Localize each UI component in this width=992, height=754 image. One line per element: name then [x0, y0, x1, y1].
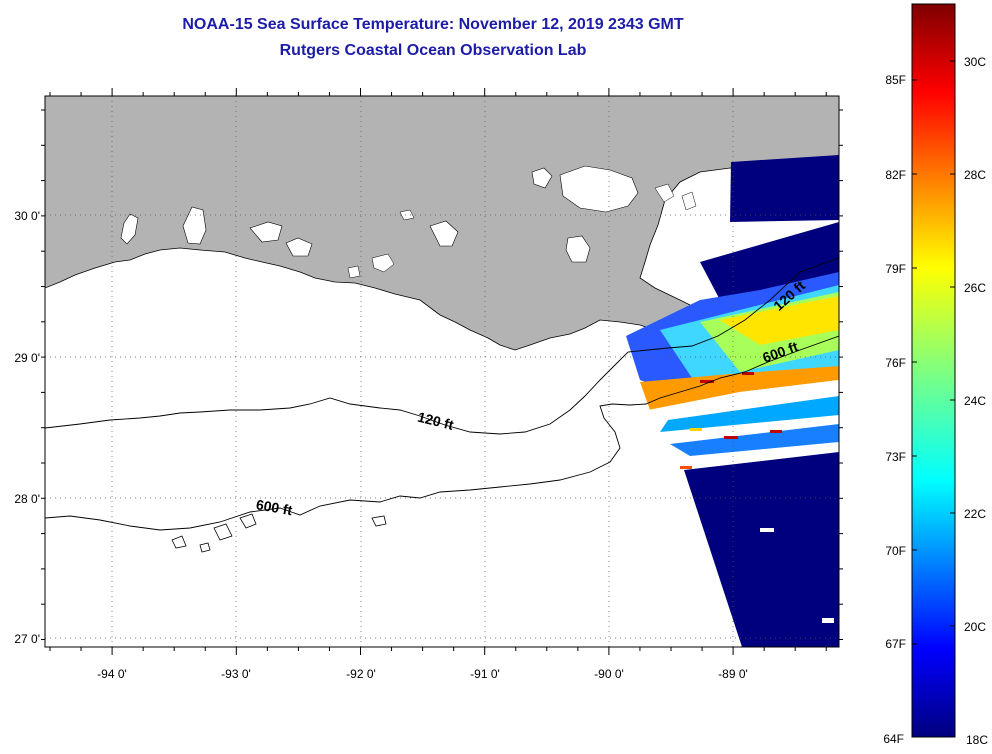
colorbar-f-label: 64F: [883, 732, 904, 746]
colorbar-f-label: 82F: [885, 168, 906, 182]
colorbar: [911, 3, 956, 738]
lat-label: 28 0': [14, 492, 40, 506]
map-subtitle: Rutgers Coastal Ocean Observation Lab: [279, 42, 587, 59]
lake-small-5: [681, 191, 697, 211]
lake-small-3: [347, 265, 361, 279]
contour-120ft-line: [45, 257, 839, 435]
colorbar-c-label: 22C: [964, 507, 986, 521]
contour-island-3: [239, 513, 257, 529]
lake-calcasieu: [120, 213, 139, 245]
lake-maurepas: [531, 167, 553, 189]
colorbar-f-label: 70F: [885, 544, 906, 558]
contour-island-4: [371, 515, 387, 527]
colorbar-c-label: 18C: [966, 733, 988, 747]
axis-ticks: [41, 88, 843, 655]
contour-island-2: [213, 523, 233, 541]
lake-borgne: [429, 220, 459, 247]
colorbar-celsius-scale: 30C 28C 26C 24C 22C 20C 18C: [964, 55, 988, 747]
longitude-axis: -94 0' -93 0' -92 0' -91 0' -90 0' -89 0…: [97, 667, 748, 681]
lake-grand: [182, 206, 207, 245]
colorbar-f-label: 76F: [885, 356, 906, 370]
map-frame: [44, 95, 840, 648]
contour-island-1: [171, 535, 187, 549]
map-title: NOAA-15 Sea Surface Temperature: Novembe…: [182, 16, 684, 33]
colorbar-f-label: 73F: [885, 450, 906, 464]
lon-label: -93 0': [221, 667, 251, 681]
sst-swath: [626, 155, 839, 647]
lat-label: 29 0': [14, 351, 40, 365]
colorbar-fahrenheit-scale: 85F 82F 79F 76F 73F 70F 67F 64F: [883, 73, 906, 746]
contour-600ft-line: [45, 335, 839, 531]
lat-label: 30 0': [14, 209, 40, 223]
lake-pontchartrain: [559, 165, 639, 213]
contour-island-5: [199, 542, 211, 553]
lake-small-4: [654, 183, 675, 203]
lake-small-2: [371, 253, 395, 273]
lake-small-1: [399, 209, 415, 221]
lake-salvador: [565, 235, 591, 263]
contour-600ft-label: 600 ft: [255, 496, 294, 518]
colorbar-f-label: 67F: [885, 637, 906, 651]
colorbar-c-label: 30C: [964, 55, 986, 69]
lake-white: [249, 221, 283, 243]
colorbar-c-label: 26C: [964, 281, 986, 295]
lon-label: -90 0': [594, 667, 624, 681]
colorbar-c-label: 28C: [964, 168, 986, 182]
colorbar-c-label: 24C: [964, 394, 986, 408]
lon-label: -92 0': [346, 667, 376, 681]
colorbar-f-label: 79F: [885, 262, 906, 276]
lon-label: -91 0': [470, 667, 500, 681]
colorbar-ticks: [912, 60, 955, 645]
lat-label: 27 0': [14, 632, 40, 646]
lon-label: -94 0': [97, 667, 127, 681]
colorbar-f-label: 85F: [885, 73, 906, 87]
lon-label: -89 0': [718, 667, 748, 681]
lake-sabine: [285, 237, 313, 257]
latitude-axis: 30 0' 29 0' 28 0' 27 0': [14, 209, 40, 646]
colorbar-c-label: 20C: [964, 620, 986, 634]
